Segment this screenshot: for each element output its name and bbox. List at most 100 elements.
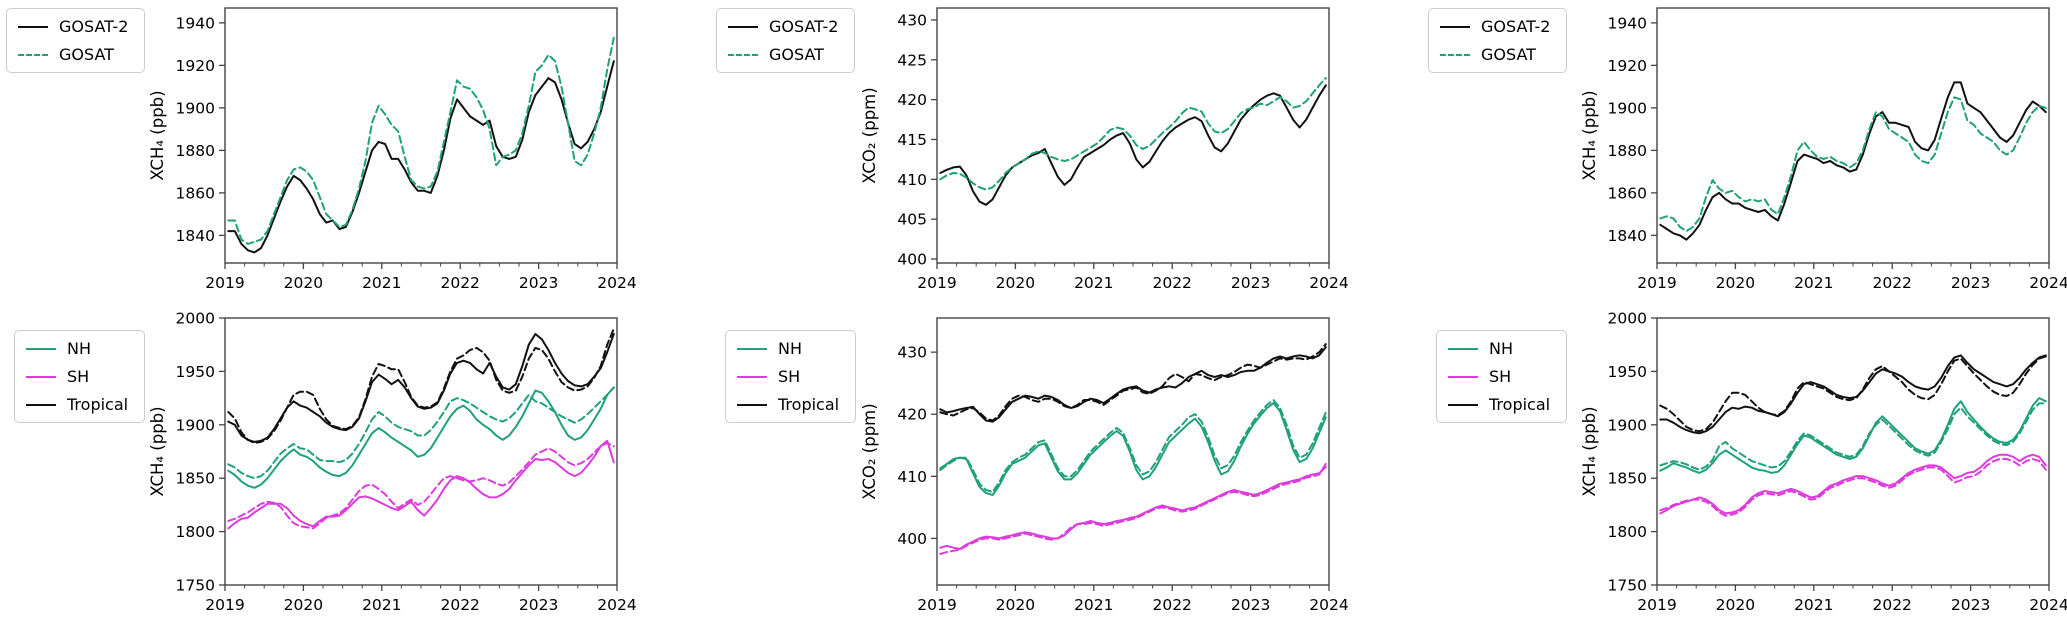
y-tick-label: 1950 [1608, 363, 1647, 381]
y-tick-label: 1800 [1608, 523, 1647, 541]
legend-line-sample [26, 403, 56, 406]
y-tick-label: 1920 [176, 57, 215, 75]
series-nh [939, 402, 1327, 496]
y-tick-label: 2000 [1608, 310, 1647, 328]
y-tick-label: 1850 [176, 470, 215, 488]
legend-top-center: GOSAT-2 GOSAT [716, 8, 856, 73]
y-tick-label: 1860 [176, 184, 215, 202]
series-sh [939, 466, 1327, 550]
legend-item-nh: NH [737, 339, 839, 358]
chart-bottom-center: 400 410 420 430 2019 2020 2021 2022 2023 2024 XCO₂… [860, 317, 1349, 614]
axes-frame [224, 7, 618, 264]
y-axis-label: XCH₄ (ppb) [148, 406, 167, 496]
legend-item-nh: NH [26, 339, 128, 358]
y-tick-label: 1950 [176, 363, 215, 381]
legend-bottom-left: NH SH Tropical [14, 330, 146, 423]
x-tick-label: 2019 [205, 274, 244, 292]
y-tick-label: 1920 [1608, 57, 1647, 75]
y-axis-label: XCO₂ (ppm) [860, 403, 879, 499]
legend-label: GOSAT-2 [1481, 17, 1551, 36]
legend-label: SH [67, 367, 90, 386]
x-tick-label: 2019 [917, 596, 956, 614]
chart-top-left: 1840 1860 1880 1900 1920 1940 2019 2020 2021 2022… [148, 7, 637, 292]
legend-item-tropical: Tropical [1448, 395, 1550, 414]
y-axis-label: XCO₂ (ppm) [860, 87, 879, 183]
legend-label: NH [1489, 339, 1513, 358]
x-tick-label: 2020 [1716, 596, 1755, 614]
legend-label: SH [778, 367, 801, 386]
legend-line-sample [26, 375, 56, 378]
y-tick-label: 2000 [176, 310, 215, 328]
axes-frame [936, 317, 1330, 586]
x-tick-label: 2021 [362, 274, 401, 292]
y-tick-label: 1750 [176, 577, 215, 595]
legend-label: GOSAT-2 [59, 17, 129, 36]
y-tick-label: 1900 [176, 416, 215, 434]
axes-frame [1656, 7, 2050, 264]
legend-line-sample [737, 347, 767, 350]
chart-top-right: 1840 1860 1880 1900 1920 1940 2019 2020 2021 2022… [1580, 7, 2067, 292]
legend-top-right: GOSAT-2 GOSAT [1428, 8, 1568, 73]
x-tick-label: 2019 [1637, 274, 1676, 292]
series-sh [1659, 453, 2047, 515]
legend-label: GOSAT-2 [769, 17, 839, 36]
x-tick-label: 2024 [2029, 596, 2067, 614]
series-sh-dashed [227, 442, 615, 530]
legend-label: NH [67, 339, 91, 358]
y-tick-label: 1900 [1608, 416, 1647, 434]
x-tick-label: 2020 [996, 274, 1035, 292]
series-nh-dashed [1659, 402, 2047, 471]
x-tick-label: 2024 [2029, 274, 2067, 292]
x-tick-label: 2020 [996, 596, 1035, 614]
x-tick-label: 2021 [1074, 596, 1113, 614]
legend-item-tropical: Tropical [737, 395, 839, 414]
legend-item-gosat-2: GOSAT-2 [1440, 17, 1550, 36]
y-tick-label: 430 [897, 344, 927, 362]
y-tick-label: 1860 [1608, 184, 1647, 202]
series-nh-dashed [227, 386, 615, 480]
x-tick-label: 2019 [917, 274, 956, 292]
x-tick-label: 2020 [284, 274, 323, 292]
x-tick-label: 2022 [1152, 274, 1191, 292]
legend-item-gosat-2: GOSAT-2 [18, 17, 128, 36]
x-tick-label: 2022 [440, 596, 479, 614]
legend-line-sample [1448, 347, 1478, 350]
legend-item-nh: NH [1448, 339, 1550, 358]
y-tick-label: 420 [897, 91, 927, 109]
x-tick-label: 2022 [440, 274, 479, 292]
y-axis-label: XCH₄ (ppb) [1580, 406, 1599, 496]
y-tick-label: 1800 [176, 523, 215, 541]
legend-item-sh: SH [1448, 367, 1550, 386]
y-tick-label: 1850 [1608, 470, 1647, 488]
chart-bottom-right: 1750 1800 1850 1900 1950 2000 2019 2020 2021 2022… [1580, 310, 2067, 615]
y-tick-label: 1900 [1608, 99, 1647, 117]
legend-line-sample [1448, 375, 1478, 378]
y-tick-label: 1940 [1608, 14, 1647, 32]
y-tick-label: 1840 [1608, 227, 1647, 245]
legend-item-gosat: GOSAT [1440, 45, 1550, 64]
x-tick-label: 2022 [1872, 274, 1911, 292]
legend-label: GOSAT [59, 45, 114, 64]
chart-top-center: 400 405 410 415 420 425 430 2019 2020 2021 2022 202… [860, 7, 1349, 292]
legend-line-sample [1448, 403, 1478, 406]
legend-item-gosat: GOSAT [18, 45, 128, 64]
y-tick-label: 400 [897, 530, 927, 548]
series-tropical [1659, 354, 2047, 435]
y-tick-label: 410 [897, 468, 927, 486]
legend-line-sample [18, 53, 48, 56]
series-nh [227, 386, 615, 489]
x-tick-label: 2021 [362, 596, 401, 614]
legend-bottom-center: NH SH Tropical [725, 330, 857, 423]
legend-item-tropical: Tropical [26, 395, 128, 414]
axes-frame [936, 7, 1330, 264]
x-tick-label: 2023 [1231, 596, 1270, 614]
y-tick-label: 1940 [176, 14, 215, 32]
series-tropical-dashed [1659, 355, 2047, 433]
y-tick-label: 425 [897, 51, 927, 69]
x-tick-label: 2021 [1794, 274, 1833, 292]
x-tick-label: 2024 [1309, 274, 1348, 292]
legend-label: NH [778, 339, 802, 358]
y-tick-label: 415 [897, 131, 927, 149]
x-tick-label: 2024 [1309, 596, 1348, 614]
y-tick-label: 405 [897, 211, 927, 229]
